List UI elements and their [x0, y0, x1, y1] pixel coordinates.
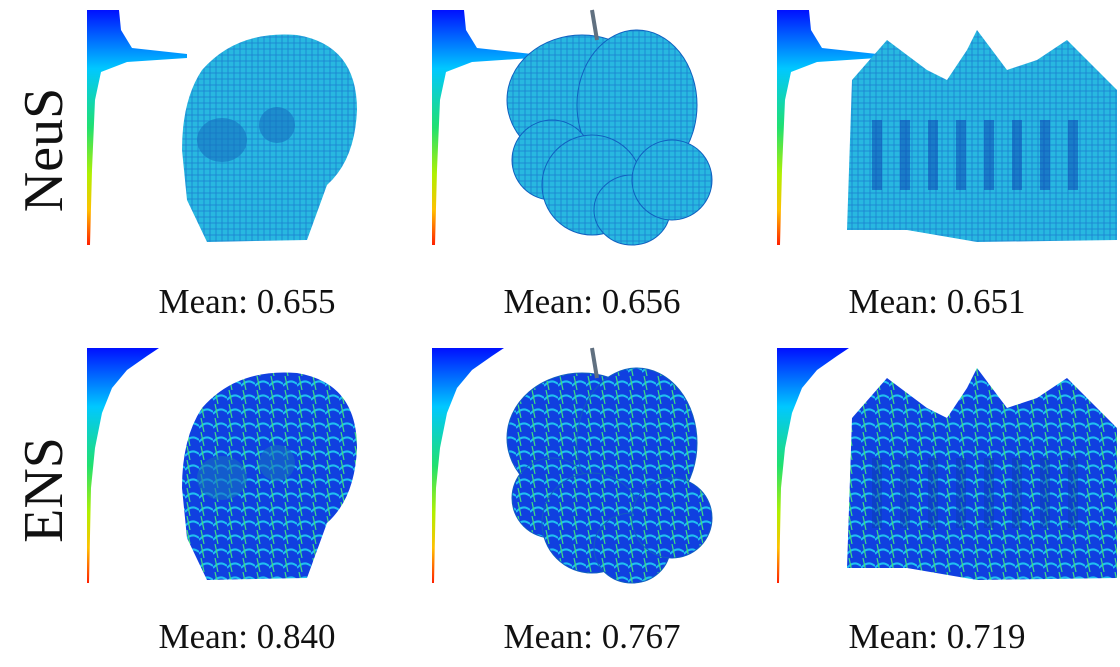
stem — [590, 9, 599, 41]
fruit — [631, 139, 713, 221]
window — [928, 120, 938, 190]
cell-image — [432, 347, 713, 584]
window — [1012, 120, 1022, 190]
window — [1012, 458, 1022, 528]
window — [956, 120, 966, 190]
eye-socket — [197, 456, 247, 500]
window — [1068, 458, 1078, 528]
caption: Mean: 0.767 — [504, 617, 681, 656]
window — [956, 458, 966, 528]
window — [872, 458, 882, 528]
window — [984, 458, 994, 528]
histogram — [777, 348, 849, 583]
histogram — [432, 348, 504, 583]
cell-image — [87, 348, 357, 583]
window — [1040, 120, 1050, 190]
histogram — [777, 10, 877, 245]
histogram — [87, 10, 187, 245]
row-label: NeuS — [13, 88, 75, 212]
cell-image — [432, 9, 713, 246]
caption: Mean: 0.651 — [849, 282, 1026, 321]
eye-socket — [259, 445, 295, 481]
caption: Mean: 0.840 — [159, 617, 336, 656]
window — [872, 120, 882, 190]
caption: Mean: 0.655 — [159, 282, 336, 321]
window — [984, 120, 994, 190]
eye-socket — [197, 118, 247, 162]
window — [900, 458, 910, 528]
fruit — [631, 477, 713, 559]
window — [928, 458, 938, 528]
histogram — [432, 10, 532, 245]
caption: Mean: 0.656 — [504, 282, 681, 321]
window — [1068, 120, 1078, 190]
cell-image — [87, 10, 357, 245]
cell-image — [777, 348, 1117, 583]
eye-socket — [259, 107, 295, 143]
histogram — [87, 348, 159, 583]
cell-image — [777, 10, 1117, 245]
row-label: ENS — [13, 437, 75, 543]
window — [900, 120, 910, 190]
stem — [590, 347, 599, 379]
caption: Mean: 0.719 — [849, 617, 1026, 656]
window — [1040, 458, 1050, 528]
